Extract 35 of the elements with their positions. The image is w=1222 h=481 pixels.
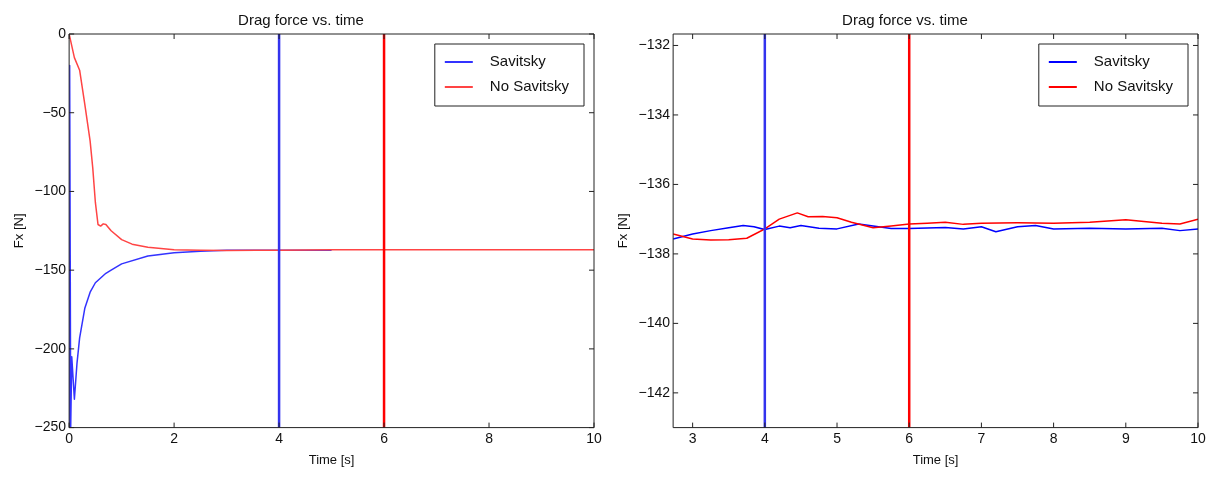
y-tick-label: −200 (34, 339, 67, 356)
y-tick-label: −150 (34, 261, 67, 278)
x-tick-label: 5 (833, 429, 842, 446)
y-tick-label: −250 (34, 418, 67, 435)
x-tick-label: 2 (170, 429, 179, 446)
y-tick-label: −132 (638, 36, 671, 53)
x-axis-title: Time [s] (308, 451, 355, 467)
y-axis-title: Fx [N] (615, 213, 631, 249)
x-tick-label: 9 (1121, 429, 1130, 446)
x-tick-label: 8 (485, 429, 494, 446)
x-tick-label: 10 (1190, 429, 1206, 446)
y-axis-title: Fx [N] (11, 213, 27, 249)
legend-label: No Savitsky (1093, 77, 1174, 95)
y-tick-label: −140 (638, 314, 671, 331)
x-tick-label: 4 (760, 429, 769, 446)
y-tick-label: −138 (638, 244, 671, 261)
x-tick-label: 7 (977, 429, 986, 446)
x-tick-label: 4 (275, 429, 284, 446)
y-tick-label: −50 (42, 103, 67, 120)
y-tick-label: 0 (58, 24, 67, 41)
chart-title: Drag force vs. time (238, 11, 364, 29)
x-tick-label: 10 (586, 429, 602, 446)
y-tick-label: −100 (34, 182, 67, 199)
x-tick-label: 6 (905, 429, 914, 446)
legend-label: Savitsky (489, 52, 547, 70)
y-tick-label: −142 (638, 383, 671, 400)
y-tick-label: −134 (638, 105, 671, 122)
x-axis-title: Time [s] (912, 451, 959, 467)
x-tick-label: 8 (1049, 429, 1058, 446)
legend-label: Savitsky (1093, 52, 1151, 70)
chart-title: Drag force vs. time (842, 11, 968, 29)
x-tick-label: 3 (688, 429, 697, 446)
y-tick-label: −136 (638, 175, 671, 192)
x-tick-label: 6 (380, 429, 389, 446)
legend-label: No Savitsky (489, 77, 570, 95)
